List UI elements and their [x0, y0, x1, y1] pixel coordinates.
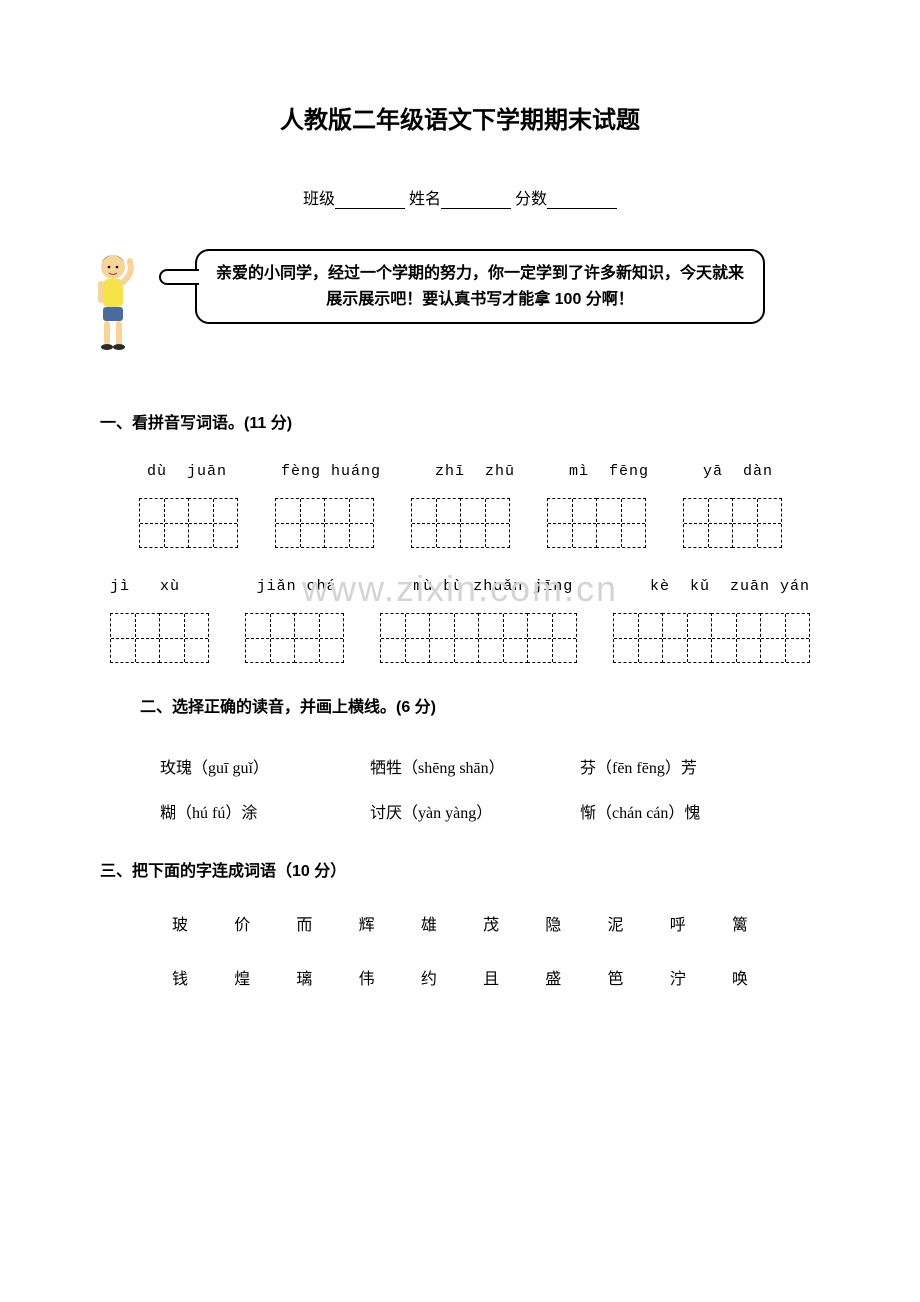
- q3-heading: 三、把下面的字连成词语（10 分）: [100, 857, 820, 881]
- tianzi-cell[interactable]: [527, 613, 577, 663]
- q1-heading: 一、看拼音写词语。(11 分): [100, 409, 820, 433]
- q2-row: 玫瑰（guī guǐ） 牺牲（shēng shān） 芬（fēn fēng）芳: [160, 747, 820, 792]
- pinyin-item: dù juān: [147, 463, 227, 480]
- tianzi-cell[interactable]: [711, 613, 761, 663]
- tianzi-group[interactable]: [547, 498, 646, 548]
- tianzi-group[interactable]: [683, 498, 782, 548]
- char-item: 且: [471, 965, 511, 989]
- char-item: 玻: [160, 911, 200, 935]
- tianzi-cell[interactable]: [547, 498, 597, 548]
- tianzi-group[interactable]: [245, 613, 344, 663]
- q2-item: 牺牲（shēng shān）: [370, 747, 580, 792]
- tianzi-cell[interactable]: [245, 613, 295, 663]
- page-title: 人教版二年级语文下学期期末试题: [100, 100, 820, 135]
- mascot-illustration: [90, 249, 145, 359]
- tianzi-cell[interactable]: [732, 498, 782, 548]
- tianzi-group[interactable]: [411, 498, 510, 548]
- tianzi-cell[interactable]: [429, 613, 479, 663]
- q3-row1: 玻价而辉雄茂隐泥呼篱: [160, 911, 760, 935]
- q1-pinyin-row2: jì xù jiǎn chá mù bù zhuǎn jīng kè kǔ zu…: [100, 578, 820, 595]
- tianzi-cell[interactable]: [380, 613, 430, 663]
- class-blank[interactable]: [335, 192, 405, 209]
- q2-row: 糊（hú fú）涂 讨厌（yàn yàng） 惭（chán cán）愧: [160, 792, 820, 837]
- char-item: 伟: [347, 965, 387, 989]
- char-item: 泞: [658, 965, 698, 989]
- q1-boxes-row1: [100, 498, 820, 548]
- char-item: 唤: [720, 965, 760, 989]
- tianzi-cell[interactable]: [275, 498, 325, 548]
- tianzi-cell[interactable]: [460, 498, 510, 548]
- tianzi-cell[interactable]: [139, 498, 189, 548]
- tianzi-cell[interactable]: [613, 613, 663, 663]
- char-item: 辉: [347, 911, 387, 935]
- q3-row2: 钱煌璃伟约且盛笆泞唤: [160, 965, 760, 989]
- q2-list: 玫瑰（guī guǐ） 牺牲（shēng shān） 芬（fēn fēng）芳 …: [160, 747, 820, 837]
- tianzi-group[interactable]: [275, 498, 374, 548]
- char-item: 价: [222, 911, 262, 935]
- score-label: 分数: [515, 191, 547, 208]
- q2-item: 玫瑰（guī guǐ）: [160, 747, 370, 792]
- char-item: 约: [409, 965, 449, 989]
- info-line: 班级 姓名 分数: [100, 185, 820, 209]
- pinyin-item: zhī zhū: [435, 463, 515, 480]
- pinyin-item: kè kǔ zuān yán: [650, 578, 810, 595]
- tianzi-group[interactable]: [110, 613, 209, 663]
- tianzi-cell[interactable]: [596, 498, 646, 548]
- char-item: 呼: [658, 911, 698, 935]
- score-blank[interactable]: [547, 192, 617, 209]
- char-item: 隐: [533, 911, 573, 935]
- char-item: 而: [284, 911, 324, 935]
- pinyin-item: mì fēng: [569, 463, 649, 480]
- char-item: 篱: [720, 911, 760, 935]
- pinyin-item: jiǎn chá: [257, 578, 337, 595]
- pinyin-item: mù bù zhuǎn jīng: [413, 578, 573, 595]
- name-label: 姓名: [409, 191, 441, 208]
- tianzi-group[interactable]: [613, 613, 810, 663]
- tianzi-cell[interactable]: [662, 613, 712, 663]
- class-label: 班级: [303, 191, 335, 208]
- tianzi-cell[interactable]: [683, 498, 733, 548]
- tianzi-cell[interactable]: [159, 613, 209, 663]
- tianzi-group[interactable]: [139, 498, 238, 548]
- q2-item: 讨厌（yàn yàng）: [370, 792, 580, 837]
- char-item: 钱: [160, 965, 200, 989]
- q2-item: 芬（fēn fēng）芳: [580, 747, 790, 792]
- pinyin-item: fèng huáng: [281, 463, 381, 480]
- char-item: 盛: [533, 965, 573, 989]
- tianzi-cell[interactable]: [188, 498, 238, 548]
- q2-heading: 二、选择正确的读音，并画上横线。(6 分): [140, 693, 820, 717]
- pinyin-item: yā dàn: [703, 463, 773, 480]
- tianzi-group[interactable]: [380, 613, 577, 663]
- tianzi-cell[interactable]: [110, 613, 160, 663]
- char-item: 笆: [596, 965, 636, 989]
- q2-item: 糊（hú fú）涂: [160, 792, 370, 837]
- tianzi-cell[interactable]: [324, 498, 374, 548]
- char-item: 茂: [471, 911, 511, 935]
- char-item: 雄: [409, 911, 449, 935]
- char-item: 煌: [222, 965, 262, 989]
- char-item: 泥: [596, 911, 636, 935]
- speech-bubble: 亲爱的小同学，经过一个学期的努力，你一定学到了许多新知识，今天就来展示展示吧！要…: [195, 249, 765, 324]
- tianzi-cell[interactable]: [478, 613, 528, 663]
- name-blank[interactable]: [441, 192, 511, 209]
- tianzi-cell[interactable]: [294, 613, 344, 663]
- q1-pinyin-row1: dù juān fèng huáng zhī zhū mì fēng yā dà…: [100, 463, 820, 480]
- tianzi-cell[interactable]: [760, 613, 810, 663]
- pinyin-item: jì xù: [110, 578, 180, 595]
- char-item: 璃: [284, 965, 324, 989]
- q1-boxes-row2: [100, 613, 820, 663]
- tianzi-cell[interactable]: [411, 498, 461, 548]
- q2-item: 惭（chán cán）愧: [580, 792, 790, 837]
